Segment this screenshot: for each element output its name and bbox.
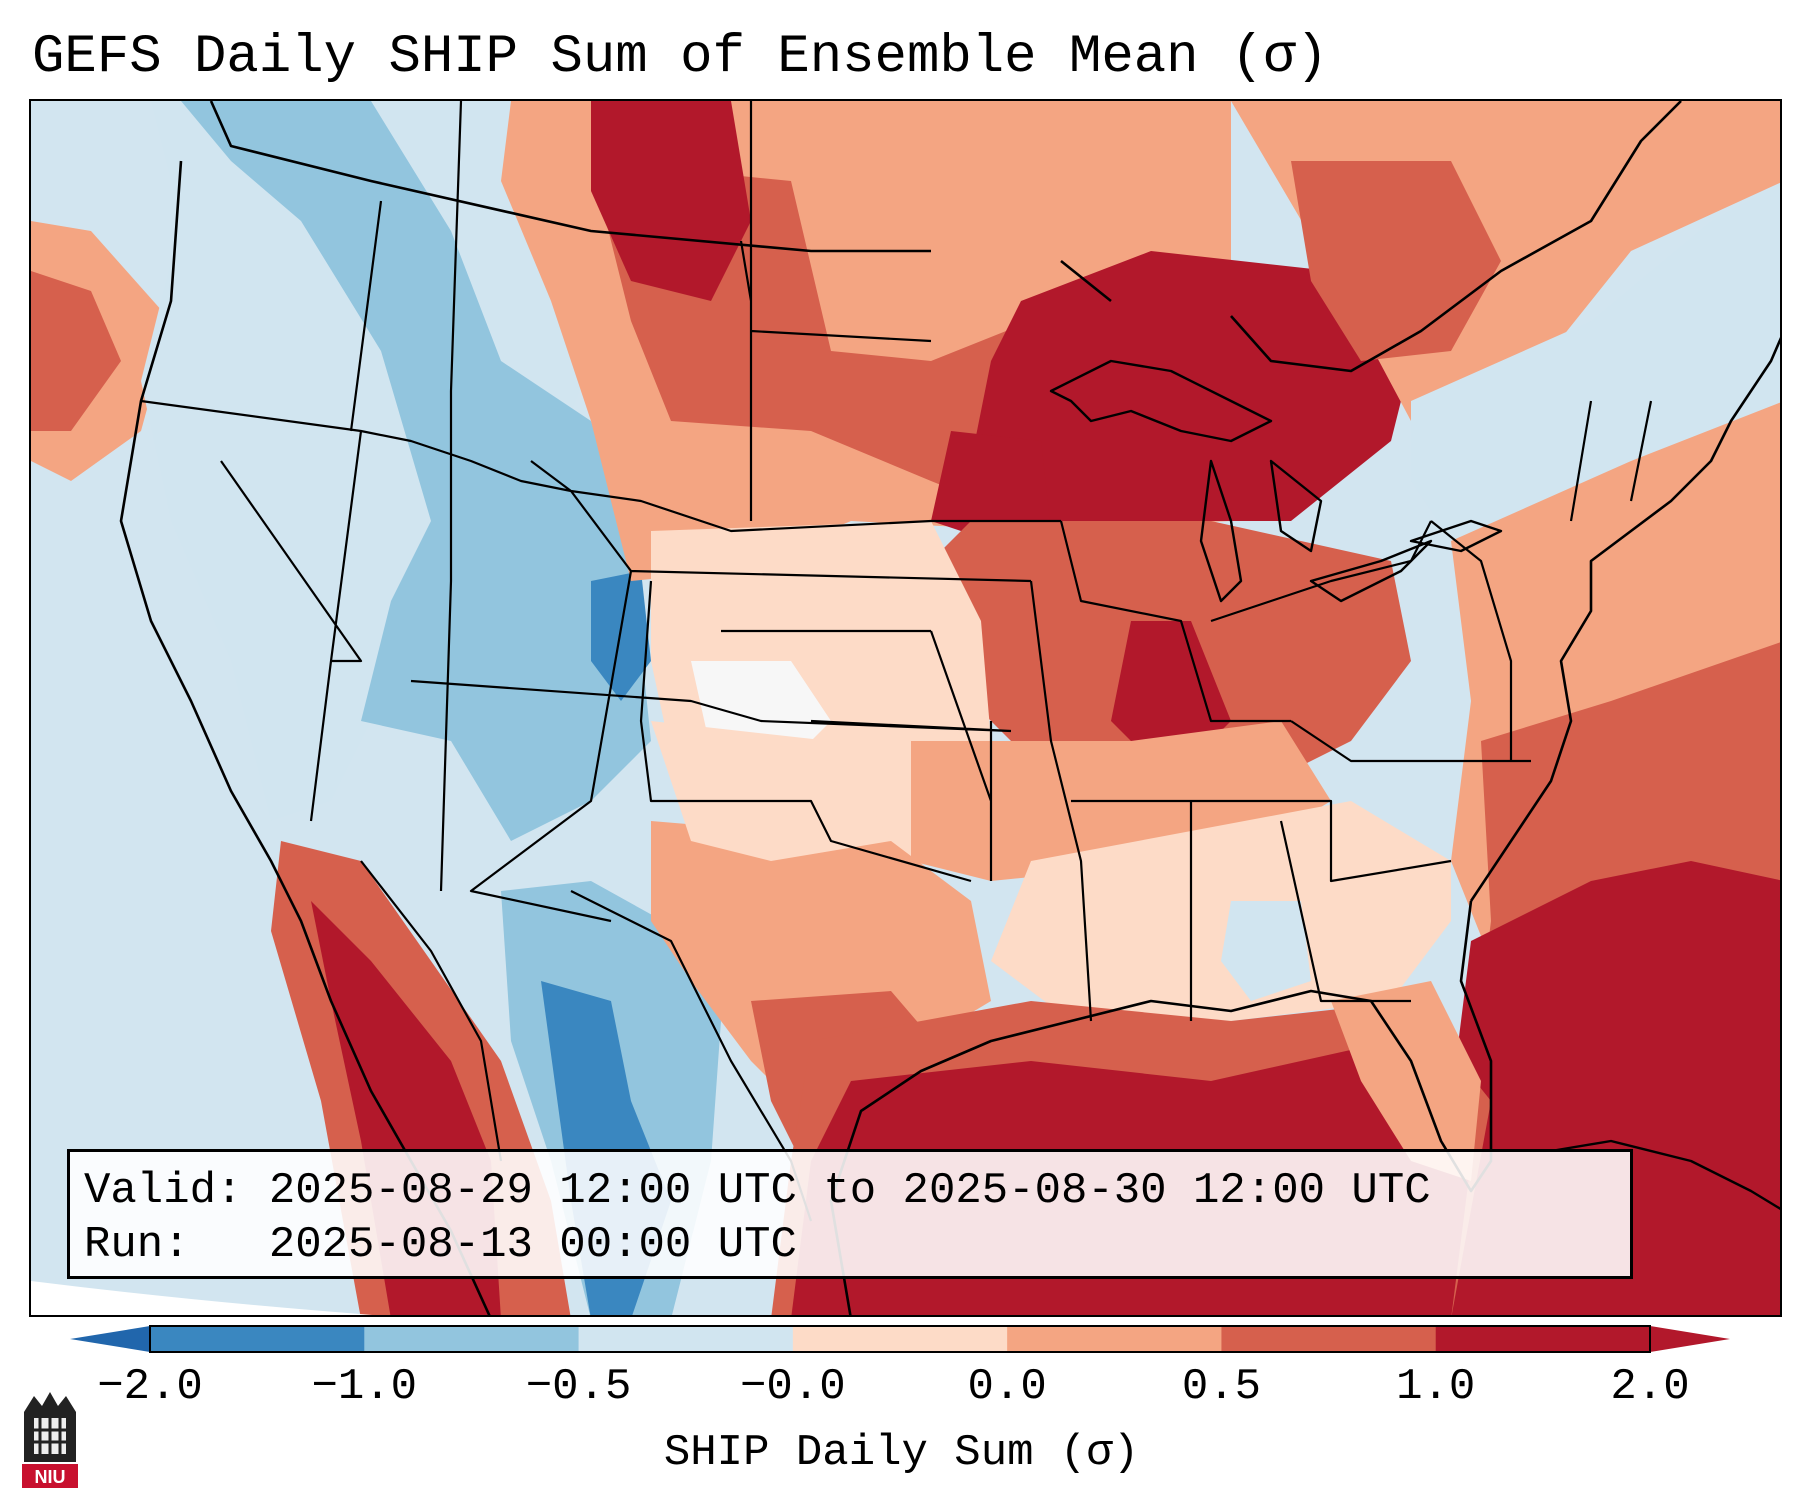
- us-canada-border: [209, 101, 1682, 373]
- colorbar-label: SHIP Daily Sum (σ): [663, 1428, 1140, 1478]
- valid-run-info-box: Valid: 2025-08-29 12:00 UTC to 2025-08-3…: [67, 1149, 1633, 1279]
- field-great-lakes: [971, 251, 1411, 551]
- anomaly-field: [31, 101, 1780, 1315]
- field-colorado-core: [591, 571, 651, 701]
- cuba: [1550, 1139, 1780, 1210]
- colorbar-extend-low: [70, 1326, 150, 1352]
- colorbar-segment: [578, 1326, 794, 1352]
- field-georgia-neutral: [1221, 901, 1311, 1001]
- colorbar-segment: [150, 1326, 365, 1352]
- field-northwest: [141, 101, 591, 821]
- state-lines: [140, 101, 1653, 1022]
- valid-label: Valid:: [84, 1166, 243, 1216]
- field-minnesota-core: [931, 431, 1051, 541]
- colorbar-tick-label: 1.0: [1396, 1362, 1476, 1412]
- colorbar-segment: [1435, 1326, 1651, 1352]
- field-montana-core: [591, 101, 751, 301]
- colorbar-segment: [1221, 1326, 1437, 1352]
- colorbar-extend-high: [1650, 1326, 1730, 1352]
- valid-time: 2025-08-29 12:00 UTC to 2025-08-30 12:00…: [268, 1166, 1431, 1216]
- gulf-coast: [829, 900, 1493, 1315]
- colorbar-segment: [792, 1326, 1008, 1352]
- field-florida: [1331, 981, 1481, 1181]
- colorbar-segment: [1007, 1326, 1222, 1352]
- field-pacific-offshore-core: [31, 271, 121, 431]
- field-northeast: [1411, 183, 1780, 541]
- map-svg: [31, 101, 1780, 1315]
- colorbar: [70, 1325, 1730, 1353]
- colorbar-frame: [149, 1325, 1651, 1353]
- colorbar-tick-label: −2.0: [97, 1362, 203, 1412]
- colorbar-tick-label: 2.0: [1610, 1362, 1690, 1412]
- field-southeast: [991, 801, 1451, 1021]
- chart-title: GEFS Daily SHIP Sum of Ensemble Mean (σ): [32, 27, 1329, 88]
- logo-text: NIU: [35, 1467, 66, 1487]
- colorbar-tick-label: 0.5: [1181, 1362, 1262, 1412]
- projection-edge: [31, 1281, 373, 1315]
- colorbar-segment: [364, 1326, 580, 1352]
- great-lakes-shores: [1049, 359, 1503, 603]
- colorbar-tick-label: 0.0: [967, 1362, 1047, 1412]
- field-texas-north: [651, 721, 891, 861]
- field-rockies: [181, 101, 651, 841]
- colorbar-tick-label: −0.5: [525, 1362, 632, 1412]
- colorbar-tick-label: −1.0: [311, 1362, 418, 1412]
- east-coast: [1469, 336, 1780, 902]
- colorbar-tick-label: −0.0: [740, 1362, 846, 1412]
- map-panel: [29, 99, 1782, 1317]
- niu-logo: NIU: [22, 1392, 78, 1488]
- run-label: Run:: [84, 1220, 190, 1270]
- run-time: 2025-08-13 00:00 UTC: [268, 1220, 797, 1270]
